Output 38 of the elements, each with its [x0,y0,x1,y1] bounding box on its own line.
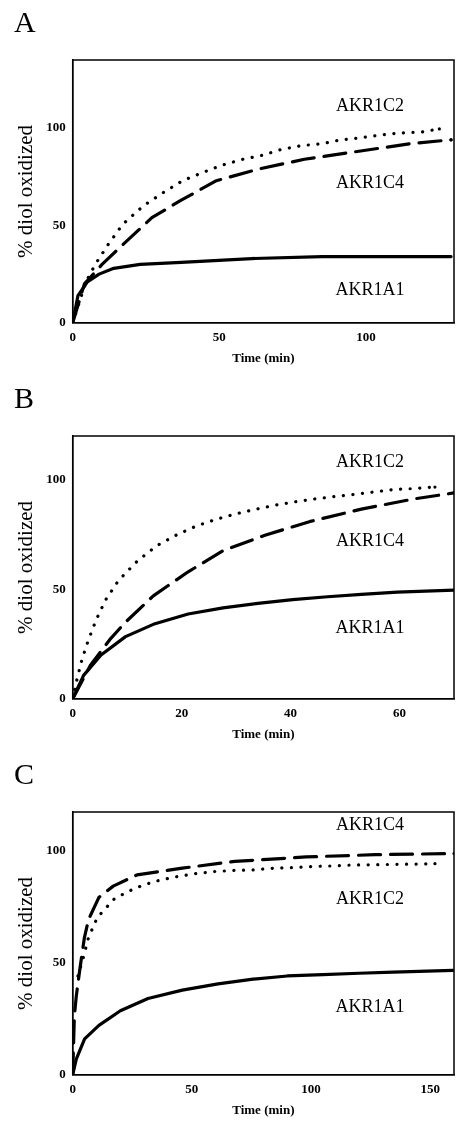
chart-title: C [14,756,35,790]
x-tick-label: 100 [301,1080,321,1096]
y-axis-title: % diol oxidized [13,124,38,258]
x-tick-label: 0 [69,704,76,720]
x-tick-label: 50 [212,328,226,344]
y-tick-label: 100 [46,471,66,487]
y-tick-label: 0 [59,314,66,330]
x-axis-title: Time (min) [232,349,295,365]
x-tick-label: 150 [420,1080,440,1096]
x-axis-title: Time (min) [232,1101,295,1117]
x-tick-label: 50 [185,1080,199,1096]
y-tick-label: 50 [52,216,66,232]
x-tick-label: 60 [393,704,407,720]
chart-title: A [14,4,36,38]
y-axis-title: % diol oxidized [13,500,38,634]
series-label: AKR1A1 [335,995,405,1016]
series-label: AKR1A1 [335,616,405,637]
y-tick-label: 100 [46,841,66,857]
x-tick-label: 0 [69,1080,76,1096]
series-label: AKR1C4 [336,172,405,193]
series-label: AKR1C4 [336,530,405,551]
chart-title: B [14,380,35,414]
y-axis-title: % diol oxidized [13,876,38,1010]
x-tick-label: 100 [356,328,376,344]
y-tick-label: 50 [52,580,66,596]
series-label: AKR1A1 [335,279,405,300]
y-tick-label: 0 [59,690,66,706]
series-label: AKR1C4 [336,813,405,834]
y-tick-label: 100 [46,119,66,135]
x-tick-label: 0 [69,328,76,344]
series-label: AKR1C2 [336,451,405,472]
x-tick-label: 20 [175,704,189,720]
y-tick-label: 0 [59,1066,66,1082]
series-label: AKR1C2 [336,95,405,116]
x-axis-title: Time (min) [232,725,295,741]
series-label: AKR1C2 [336,887,405,908]
x-tick-label: 40 [284,704,298,720]
y-tick-label: 50 [52,953,66,969]
